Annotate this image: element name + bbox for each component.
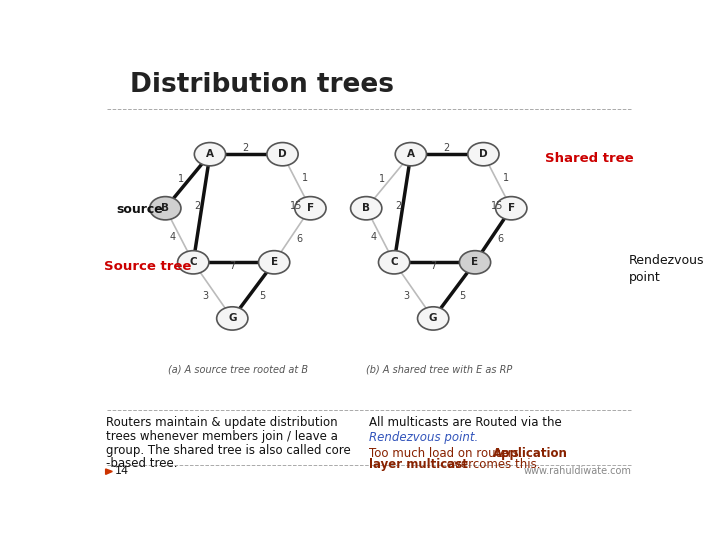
- Text: overcomes this.: overcomes this.: [444, 458, 541, 471]
- Text: B: B: [362, 203, 370, 213]
- Text: A: A: [407, 149, 415, 159]
- Text: F: F: [307, 203, 314, 213]
- Text: Rendezvous
point: Rendezvous point: [629, 254, 704, 284]
- Text: 2: 2: [443, 143, 449, 153]
- Circle shape: [418, 307, 449, 330]
- Text: 15: 15: [290, 201, 302, 211]
- Text: C: C: [189, 257, 197, 267]
- Text: Shared tree: Shared tree: [546, 152, 634, 165]
- Text: All multicasts are Routed via the: All multicasts are Routed via the: [369, 416, 562, 429]
- Text: 1: 1: [503, 173, 509, 183]
- Text: Routers maintain & update distribution: Routers maintain & update distribution: [106, 416, 337, 429]
- Text: G: G: [228, 313, 237, 323]
- Text: D: D: [479, 149, 487, 159]
- Text: 5: 5: [459, 291, 466, 301]
- Circle shape: [178, 251, 209, 274]
- Text: (b) A shared tree with E as RP: (b) A shared tree with E as RP: [366, 364, 512, 374]
- Text: 1: 1: [178, 174, 184, 184]
- Text: 1: 1: [302, 173, 308, 183]
- Text: F: F: [508, 203, 515, 213]
- Circle shape: [217, 307, 248, 330]
- Text: D: D: [278, 149, 287, 159]
- Text: 6: 6: [297, 234, 303, 244]
- Text: www.rahuldiwate.com: www.rahuldiwate.com: [523, 467, 631, 476]
- Text: 3: 3: [202, 291, 209, 301]
- Text: 5: 5: [258, 291, 265, 301]
- Text: 15: 15: [491, 201, 503, 211]
- Text: 4: 4: [370, 232, 377, 242]
- Text: 2: 2: [395, 201, 401, 211]
- Text: -based tree.: -based tree.: [106, 457, 177, 470]
- Text: G: G: [429, 313, 438, 323]
- Circle shape: [495, 197, 527, 220]
- Text: (a) A source tree rooted at B: (a) A source tree rooted at B: [168, 364, 308, 374]
- Text: E: E: [271, 257, 278, 267]
- Text: group. The shared tree is also called core: group. The shared tree is also called co…: [106, 443, 351, 457]
- Text: Rendezvous point.: Rendezvous point.: [369, 431, 478, 444]
- Text: 6: 6: [498, 234, 504, 244]
- Text: trees whenever members join / leave a: trees whenever members join / leave a: [106, 430, 338, 443]
- Polygon shape: [106, 469, 112, 474]
- Text: 14: 14: [115, 467, 129, 476]
- Text: Too much load on routers.: Too much load on routers.: [369, 447, 526, 460]
- Text: Distribution trees: Distribution trees: [130, 72, 394, 98]
- Text: 1: 1: [379, 174, 385, 184]
- Text: C: C: [390, 257, 398, 267]
- Text: Source tree: Source tree: [104, 260, 192, 273]
- Circle shape: [150, 197, 181, 220]
- Text: E: E: [472, 257, 479, 267]
- Text: 4: 4: [169, 232, 176, 242]
- Text: 2: 2: [194, 201, 200, 211]
- Circle shape: [379, 251, 410, 274]
- Text: 7: 7: [229, 261, 235, 271]
- Text: 7: 7: [430, 261, 436, 271]
- Text: A: A: [206, 149, 214, 159]
- Text: B: B: [161, 203, 169, 213]
- Text: layer multicast: layer multicast: [369, 458, 468, 471]
- Circle shape: [258, 251, 289, 274]
- Circle shape: [267, 143, 298, 166]
- Circle shape: [294, 197, 326, 220]
- Text: Application: Application: [493, 447, 568, 460]
- Circle shape: [395, 143, 426, 166]
- Circle shape: [468, 143, 499, 166]
- Circle shape: [194, 143, 225, 166]
- Circle shape: [351, 197, 382, 220]
- Text: source: source: [117, 202, 163, 215]
- Circle shape: [459, 251, 490, 274]
- Text: 3: 3: [403, 291, 410, 301]
- Text: 2: 2: [242, 143, 248, 153]
